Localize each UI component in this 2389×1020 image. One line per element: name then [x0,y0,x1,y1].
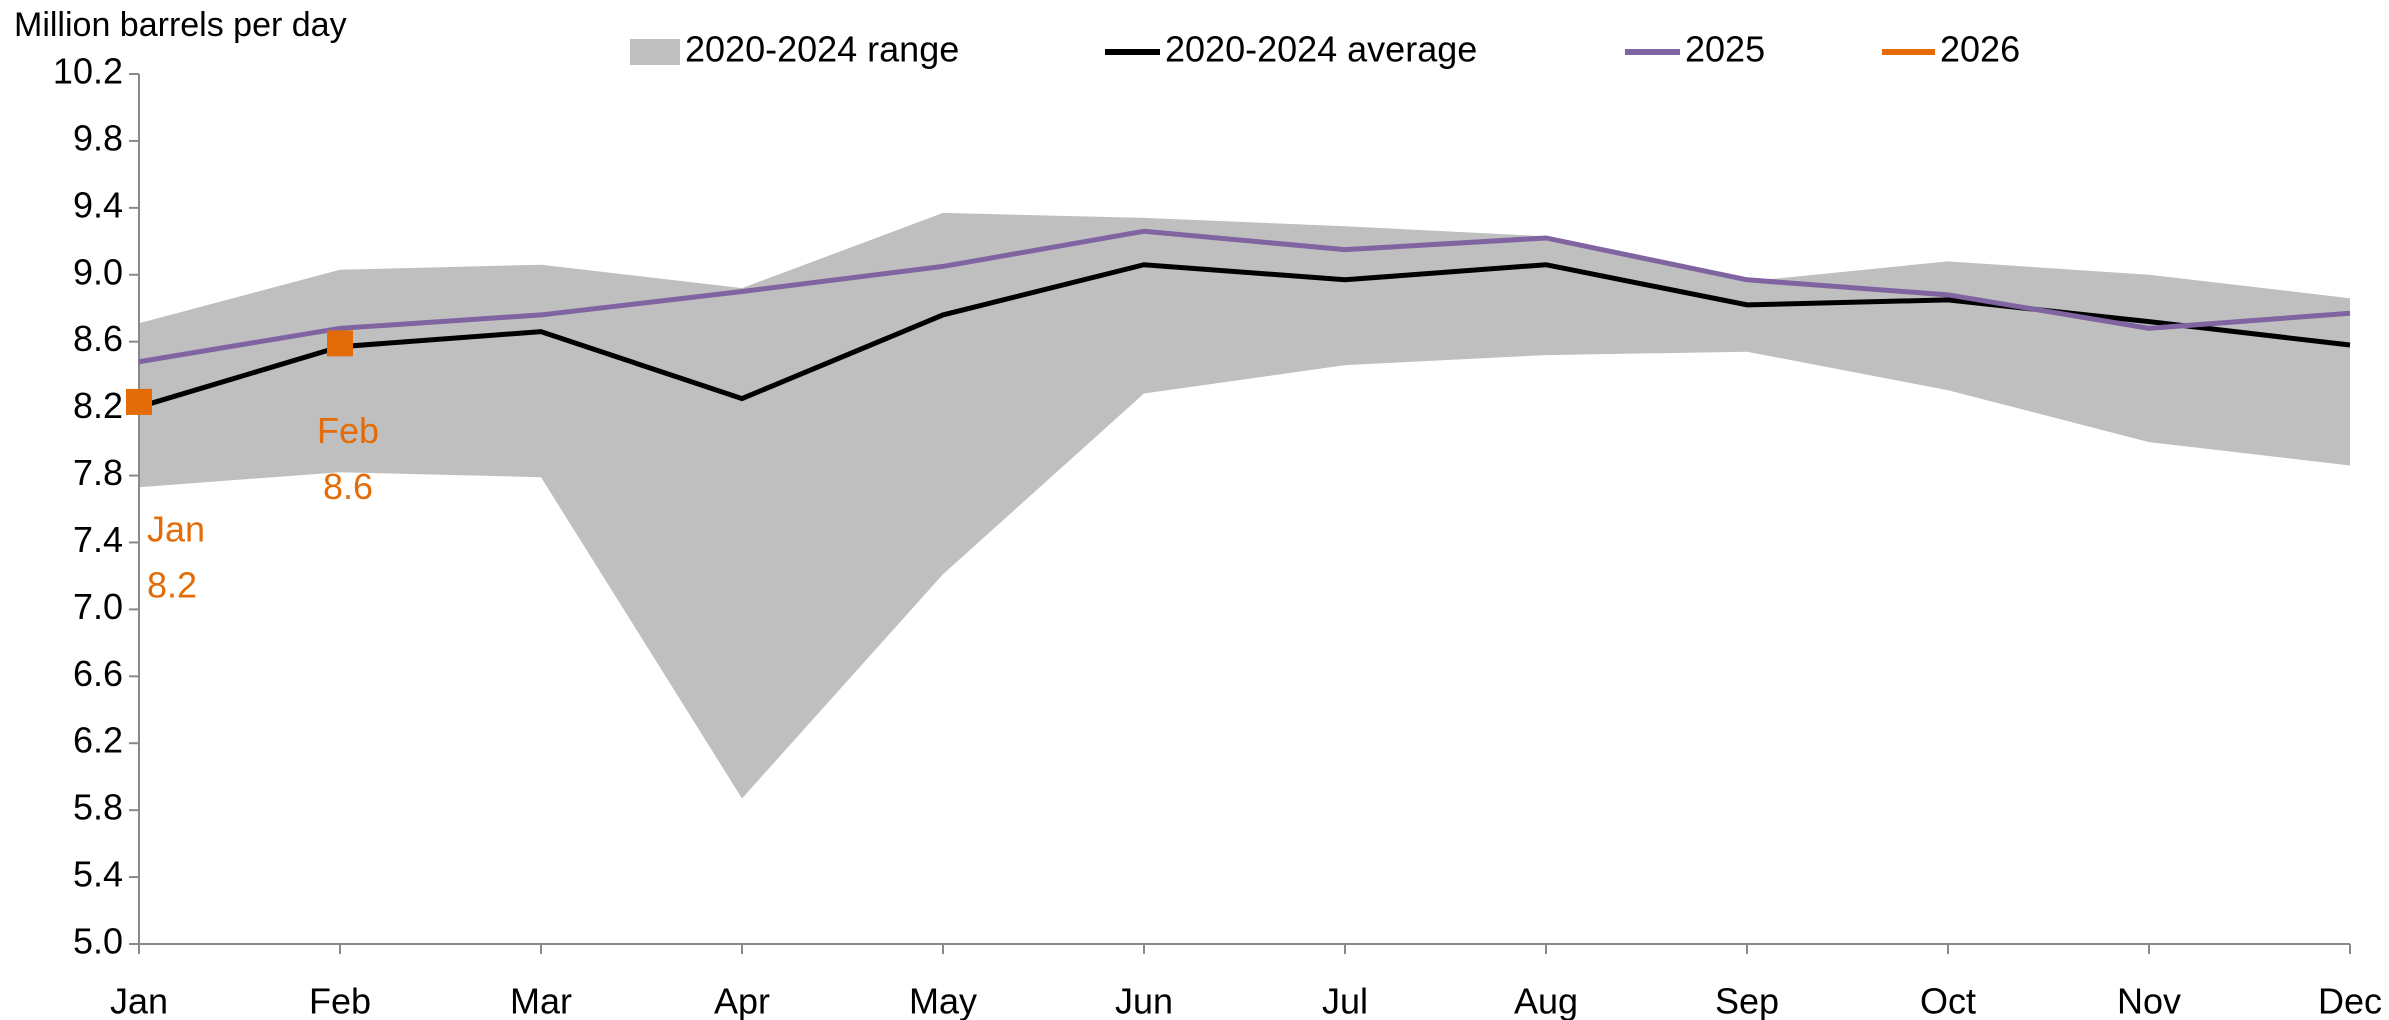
y-tick-label: 7.4 [73,519,123,560]
x-tick-label: Jun [1115,981,1173,1020]
x-tick-label: May [909,981,977,1020]
legend-label: 2026 [1940,29,2020,70]
range-area [139,212,2350,799]
y-tick-label: 6.6 [73,653,123,694]
legend-swatch [630,39,680,65]
x-tick-label: Sep [1715,981,1779,1020]
y-tick-label: 8.6 [73,318,123,359]
x-tick-label: Aug [1514,981,1578,1020]
y-tick-label: 9.0 [73,251,123,292]
legend-label: 2020-2024 range [685,29,959,70]
x-tick-label: Dec [2318,981,2382,1020]
legend-label: 2025 [1685,29,1765,70]
y-tick-label: 5.4 [73,854,123,895]
y-axis-title: Million barrels per day [14,6,347,44]
y-tick-label: 10.2 [53,51,123,92]
y-tick-label: 5.8 [73,787,123,828]
y-tick-label: 7.8 [73,452,123,493]
x-tick-label: Apr [714,981,770,1020]
y-tick-label: 5.0 [73,921,123,962]
y-tick-label: 9.8 [73,117,123,158]
data-label: 8.6 [323,466,373,507]
y-tick-label: 8.2 [73,385,123,426]
x-tick-label: Oct [1920,981,1976,1020]
x-tick-label: Nov [2117,981,2181,1020]
y-tick-label: 6.2 [73,720,123,761]
data-label-category: Feb [317,410,379,451]
y-tick-label: 7.0 [73,586,123,627]
x-tick-label: Feb [309,981,371,1020]
x-tick-label: Mar [510,981,572,1020]
x-tick-label: Jan [110,981,168,1020]
data-label-category: Jan [147,508,205,549]
legend-label: 2020-2024 average [1165,29,1477,70]
marker [327,330,353,357]
marker [126,388,152,415]
x-tick-label: Jul [1322,981,1368,1020]
data-label: 8.2 [147,564,197,605]
line [138,228,2351,365]
line [138,262,2351,410]
y-tick-label: 9.4 [73,184,123,225]
